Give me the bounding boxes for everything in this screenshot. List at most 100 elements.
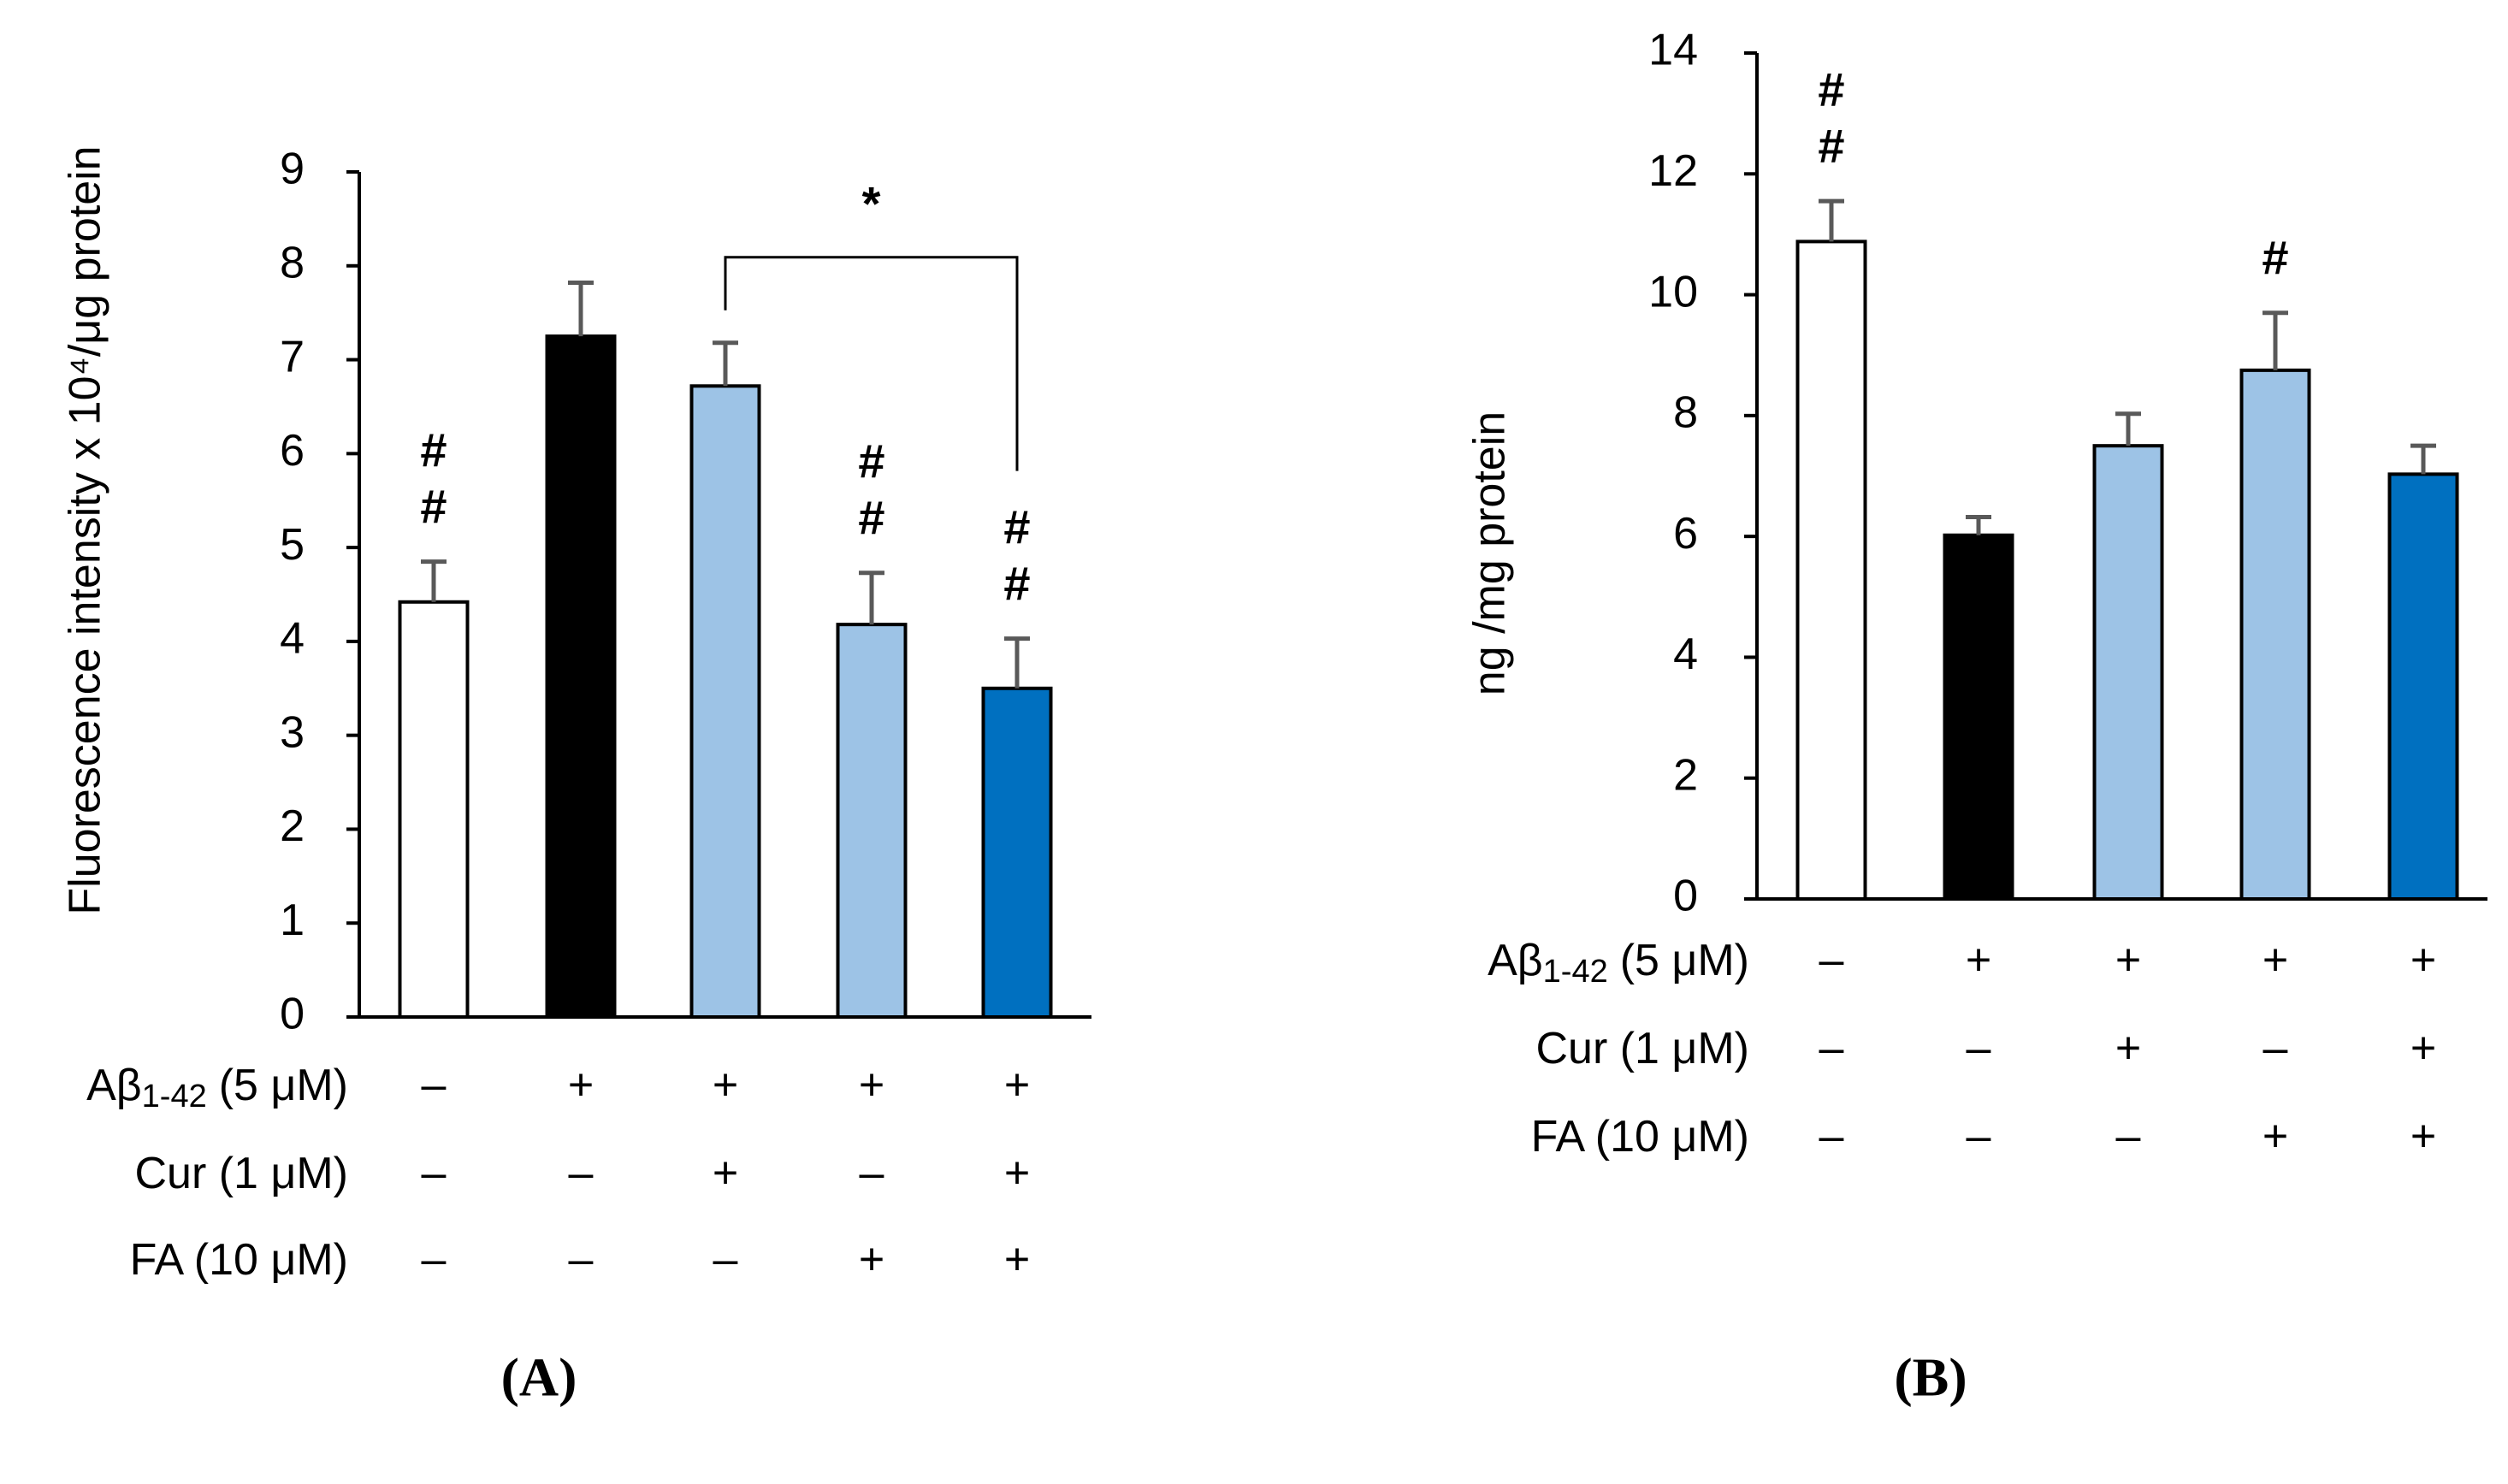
panel-label: (A) <box>501 1347 577 1408</box>
y-tick-label: 8 <box>1673 388 1698 438</box>
significance-mark: # <box>858 435 884 488</box>
treatment-mark: – <box>2116 1112 2141 1162</box>
treatment-mark: + <box>2115 1024 2141 1073</box>
treatment-mark: – <box>1819 1024 1844 1073</box>
treatment-mark: + <box>2263 936 2288 985</box>
treatment-name: Cur (1 μM) <box>134 1149 348 1198</box>
significance-mark: # <box>2262 231 2288 285</box>
treatment-label: Cur (1 μM) <box>1535 1024 1749 1073</box>
panel-label: (B) <box>1894 1347 1967 1408</box>
error-bar <box>421 559 447 602</box>
significance-mark: # <box>858 491 884 545</box>
significance-mark: # <box>420 423 447 476</box>
treatment-name: Aβ <box>86 1061 142 1110</box>
y-tick-label: 2 <box>280 801 305 851</box>
treatment-mark: – <box>1967 1112 1991 1162</box>
treatment-mark: + <box>1004 1061 1030 1110</box>
error-bar <box>713 340 738 387</box>
y-tick-label: 8 <box>280 239 305 288</box>
significance-mark: # <box>1003 556 1030 610</box>
treatment-mark: + <box>2410 1112 2436 1162</box>
bar <box>689 384 761 1019</box>
y-tick-label: 9 <box>280 145 305 194</box>
treatment-subscript: 1-42 <box>142 1079 207 1114</box>
treatment-mark: + <box>2410 1024 2436 1073</box>
y-tick-label: 14 <box>1648 26 1698 75</box>
y-tick-label: 1 <box>280 896 305 945</box>
error-bar <box>568 281 594 337</box>
treatment-mark: + <box>2410 936 2436 985</box>
treatment-mark: – <box>569 1235 594 1285</box>
treatment-label: Cur (1 μM) <box>134 1149 348 1198</box>
comparison-bracket <box>724 256 1019 471</box>
treatment-mark: + <box>1966 936 1991 985</box>
treatment-mark: + <box>2115 936 2141 985</box>
error-bar <box>859 571 884 625</box>
treatment-mark: + <box>2263 1112 2288 1162</box>
treatment-mark: + <box>859 1061 884 1110</box>
bar <box>2387 472 2459 902</box>
significance-mark: # <box>1003 500 1030 553</box>
significance-mark: # <box>420 479 447 533</box>
y-tick-label: 5 <box>280 520 305 570</box>
bar <box>545 334 617 1020</box>
treatment-mark: + <box>1004 1149 1030 1198</box>
treatment-name: FA (10 μM) <box>1531 1112 1749 1162</box>
bar <box>1795 239 1867 901</box>
y-tick-label: 6 <box>280 426 305 476</box>
comparison-label: * <box>862 177 881 231</box>
treatment-name: Aβ <box>1488 936 1543 985</box>
y-axis-label: ng /mg protein <box>1465 411 1515 695</box>
treatment-label: FA (10 μM) <box>1531 1112 1749 1162</box>
y-tick-label: 10 <box>1648 267 1698 316</box>
treatment-name: Cur (1 μM) <box>1535 1024 1749 1073</box>
treatment-mark: – <box>422 1149 447 1198</box>
treatment-mark: + <box>713 1149 738 1198</box>
y-axis-label: Fluorescence intensity x 10⁴/μg protein <box>61 145 110 914</box>
bar <box>836 623 908 1020</box>
treatment-dose: (5 μM) <box>219 1061 348 1110</box>
error-bar <box>2410 443 2436 475</box>
y-tick-label: 4 <box>1673 630 1698 679</box>
treatment-mark: + <box>568 1061 594 1110</box>
treatment-name: FA (10 μM) <box>130 1235 348 1285</box>
y-tick-label: 0 <box>1673 872 1698 921</box>
y-tick-label: 7 <box>280 332 305 381</box>
treatment-label: FA (10 μM) <box>130 1235 348 1285</box>
treatment-mark: – <box>422 1235 447 1285</box>
bar <box>1943 533 2014 901</box>
error-bar <box>1966 515 1991 535</box>
treatment-mark: + <box>859 1235 884 1285</box>
treatment-mark: – <box>860 1149 884 1198</box>
treatment-label: Aβ1-42 (5 μM) <box>86 1061 348 1114</box>
error-bar <box>2115 411 2141 446</box>
bar <box>2239 368 2311 901</box>
y-tick-label: 6 <box>1673 509 1698 559</box>
treatment-mark: – <box>1967 1024 1991 1073</box>
treatment-mark: – <box>1819 936 1844 985</box>
treatment-mark: – <box>2263 1024 2288 1073</box>
bar <box>2092 444 2164 901</box>
y-tick-label: 4 <box>280 614 305 664</box>
error-bar <box>2263 310 2288 370</box>
treatment-mark: – <box>569 1149 594 1198</box>
error-bar <box>1819 198 1844 242</box>
y-tick-label: 12 <box>1648 146 1698 196</box>
bar <box>398 600 470 1019</box>
significance-mark: # <box>1818 119 1844 173</box>
y-tick-label: 0 <box>280 990 305 1039</box>
treatment-label: Aβ1-42 (5 μM) <box>1488 936 1749 990</box>
bar <box>981 686 1053 1019</box>
treatment-mark: + <box>1004 1235 1030 1285</box>
y-tick-label: 2 <box>1673 750 1698 800</box>
treatment-mark: – <box>422 1061 447 1110</box>
significance-mark: # <box>1818 62 1844 116</box>
treatment-subscript: 1-42 <box>1543 954 1608 990</box>
treatment-dose: (5 μM) <box>1620 936 1749 985</box>
error-bar <box>1004 636 1030 689</box>
treatment-mark: + <box>713 1061 738 1110</box>
treatment-mark: – <box>713 1235 738 1285</box>
treatment-mark: – <box>1819 1112 1844 1162</box>
y-tick-label: 3 <box>280 707 305 757</box>
